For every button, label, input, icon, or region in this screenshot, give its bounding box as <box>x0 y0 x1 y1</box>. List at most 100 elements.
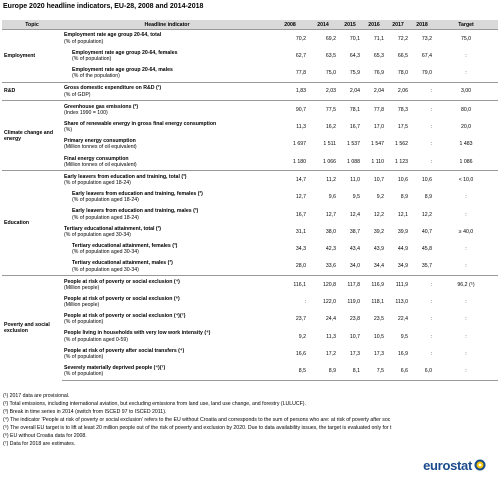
table-body: Employment Employment rate age group 20-6… <box>2 29 498 381</box>
value-cell: 34,3 <box>295 246 306 253</box>
indicator-cell: Final energy consumption (Million tonnes … <box>62 153 272 172</box>
value-cell: 118,1 <box>371 299 384 305</box>
indicator-unit: (Index 1990 = 100) <box>64 109 108 116</box>
target-cell: : <box>434 257 498 277</box>
value-cell: 42,3 <box>325 246 336 253</box>
footnote: (³) Break in time series in 2014 (switch… <box>3 409 167 415</box>
table-row: Employment Employment rate age group 20-6… <box>2 29 498 83</box>
target-cell: < 10,0 <box>434 170 498 189</box>
indicator-unit: (% of population) <box>64 371 104 378</box>
value-cell: 9,5 <box>400 333 408 340</box>
indicator-name: Greenhouse gas emissions (²) <box>64 103 139 110</box>
value-cell: 69,2 <box>308 29 338 48</box>
value-cell: 17,5 <box>397 124 408 131</box>
table-row: Climate change and energy Greenhouse gas … <box>2 100 498 171</box>
indicator-unit: (% of population aged 30-34) <box>64 231 131 238</box>
value-cell: : <box>304 299 306 305</box>
value-cell: 17,2 <box>325 350 336 357</box>
indicator-unit: (% of population aged 0-59) <box>64 336 129 343</box>
indicator-unit: (% of population) <box>64 319 104 326</box>
logo: eurostat <box>423 458 488 473</box>
value-cell: 16,7 <box>295 211 306 218</box>
value-cell: 113,0 <box>395 299 408 305</box>
header-cell: 2008 <box>272 20 308 30</box>
indicator-name: People living in households with very lo… <box>64 330 211 337</box>
indicator-cell: People at risk of poverty after social t… <box>62 345 272 362</box>
indicator-cell: People at risk of poverty or social excl… <box>62 275 272 294</box>
value-cell: 111,9 <box>386 275 410 294</box>
header-cell: 2016 <box>362 20 386 30</box>
value-cell: 9,2 <box>298 333 306 340</box>
indicator-unit: (% of population aged 30-34) <box>72 249 139 256</box>
table-row: Employment rate age group 20-64, males (%… <box>2 64 498 83</box>
header-cell: Headline indicator <box>62 20 272 30</box>
value-cell: 1 066 <box>308 153 338 172</box>
value-cell: 72,2 <box>386 29 410 48</box>
table-row: Education Early leavers from education an… <box>2 170 498 276</box>
value-cell: 12,4 <box>349 211 360 218</box>
target-cell: 20,0 <box>460 124 472 131</box>
value-cell: : <box>410 100 434 119</box>
target-cell: : <box>465 52 467 59</box>
indicator-unit: (% of population) <box>72 55 112 62</box>
indicator-name: People at risk of poverty or social excl… <box>64 278 180 285</box>
value-cell: 1 511 <box>323 141 336 148</box>
value-cell: 71,1 <box>362 29 386 48</box>
value-cell: 76,9 <box>362 64 386 83</box>
table-row: Tertiary educational attainment, females… <box>2 241 498 258</box>
table-row: People at risk of poverty or social excl… <box>2 311 498 328</box>
value-cell: 12,1 <box>397 211 408 218</box>
footnote: (⁷) Data for 2018 are estimates. <box>3 441 76 447</box>
indicator-cell: Early leavers from education and trainin… <box>62 170 272 189</box>
indicator-name: Severely materially deprived people (⁴)(… <box>64 365 166 372</box>
indicator-cell: Severely materially deprived people (⁴)(… <box>62 362 272 381</box>
value-cell: 10,6 <box>386 170 410 189</box>
indicator-name: Tertiary educational attainment, males (… <box>72 260 173 267</box>
value-cell: 38,7 <box>349 228 360 235</box>
value-cell: 117,8 <box>338 275 362 294</box>
value-cell: 12,2 <box>373 211 384 218</box>
indicator-name: People at risk of poverty after social t… <box>64 347 185 354</box>
indicator-unit: (% of population aged 18-24) <box>72 214 139 221</box>
value-cell: 8,9 <box>400 194 408 201</box>
indicator-cell: Gross domestic expenditure on R&D (¹) (% … <box>62 81 272 102</box>
topic-cell: Poverty and social exclusion <box>2 275 62 381</box>
logo-icon <box>474 459 486 471</box>
value-cell: 9,5 <box>352 194 360 201</box>
value-cell: 34,0 <box>338 257 362 277</box>
value-cell: : <box>430 350 432 357</box>
value-cell: 10,7 <box>362 170 386 189</box>
value-cell: 2,04 <box>338 81 362 102</box>
target-cell: 96,2 (⁵) <box>434 275 498 294</box>
footnotes: (¹) 2017 data are provisional. (²) Total … <box>3 392 500 448</box>
value-cell: 120,8 <box>308 275 338 294</box>
value-cell: : <box>410 153 434 172</box>
header-cell: 2014 <box>308 20 338 30</box>
value-cell: 8,1 <box>338 362 362 381</box>
indicator-cell: Early leavers from education and trainin… <box>62 206 272 223</box>
value-cell: 77,8 <box>272 64 308 83</box>
indicator-cell: People at risk of poverty or social excl… <box>62 293 272 310</box>
value-cell: 78,0 <box>386 64 410 83</box>
value-cell: 12,7 <box>295 194 306 201</box>
indicator-unit: (% of population aged 18-24) <box>72 197 139 204</box>
target-cell: : <box>465 333 467 340</box>
table-row: R&D Gross domestic expenditure on R&D (¹)… <box>2 81 498 102</box>
value-cell: 78,1 <box>338 100 362 119</box>
value-cell: 116,9 <box>362 275 386 294</box>
value-cell: 67,4 <box>421 52 432 59</box>
value-cell: 75,9 <box>338 64 362 83</box>
target-cell: 1 086 <box>434 153 498 172</box>
value-cell: 8,9 <box>424 194 432 201</box>
indicator-name: Early leavers from education and trainin… <box>72 208 199 215</box>
value-cell: 2,03 <box>308 81 338 102</box>
indicator-unit: (% of the population) <box>72 73 120 80</box>
value-cell: : <box>430 124 432 131</box>
value-cell: : <box>410 275 434 294</box>
table-row: Severely materially deprived people (⁴)(… <box>2 362 498 381</box>
indicator-name: Final energy consumption <box>64 155 129 162</box>
value-cell: 16,6 <box>295 350 306 357</box>
value-cell: 64,3 <box>349 52 360 59</box>
value-cell: 16,2 <box>325 124 336 131</box>
indicator-unit: (Million tonnes of oil equivalent) <box>64 161 137 168</box>
